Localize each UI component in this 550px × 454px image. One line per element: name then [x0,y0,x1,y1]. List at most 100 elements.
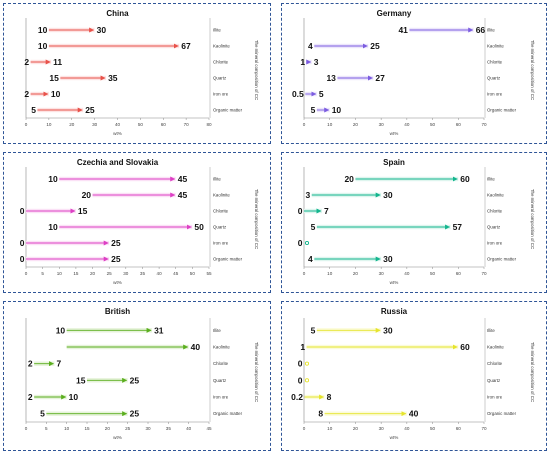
range-max-label: 25 [111,238,121,248]
range-max-label: 25 [130,409,140,419]
range-max-label: 66 [476,25,486,35]
range-max-label: 25 [111,254,121,264]
range-max-label: 57 [453,222,463,232]
range-max-label: 10 [332,105,342,115]
range-max-label: 30 [383,190,393,200]
range-min-label: 5 [311,222,316,232]
range-min-label: 0 [20,238,25,248]
range-min-label: 0.5 [292,89,304,99]
category-label: Chlorite [487,209,503,214]
x-tick-label: 80 [206,122,212,127]
range-min-label: 0.2 [291,392,303,402]
x-tick-label: 70 [481,426,487,431]
x-tick-label: 45 [173,271,179,276]
x-tick-label: 20 [105,426,111,431]
x-tick-label: 30 [92,122,98,127]
x-axis-label: wt% [113,280,122,285]
range-min-label: 0 [20,206,25,216]
x-tick-label: 5 [41,271,44,276]
category-label: Organic matter [487,257,517,262]
range-min-label: 0 [20,254,25,264]
range-max-label: 50 [194,222,204,232]
range-max-label: 25 [85,105,95,115]
category-label: Chlorite [487,361,503,366]
range-max-label: 31 [154,325,164,335]
chart-title: China [106,9,129,18]
x-axis-label: wt% [113,131,122,136]
range-min-label: 0 [298,359,303,369]
panel-british: British 0 5 10 15 20 25 30 35 40 45 wt% Illite Kaolin… [3,301,271,451]
category-label: Quartz [487,378,500,383]
range-min-label: 0 [298,206,303,216]
panel-germany: Germany 0 10 20 30 40 50 60 70 wt% Illite Kaolinite… [281,3,547,144]
category-label: Illite [487,28,495,33]
x-tick-label: 55 [206,271,212,276]
category-label: Iron ore [213,241,229,246]
x-tick-label: 20 [90,271,96,276]
range-min-label: 2 [24,89,29,99]
x-tick-label: 20 [69,122,75,127]
panel-china: China 0 10 20 30 40 50 60 70 80 wt% Illite Kaolinite… [3,3,271,144]
range-min-label: 15 [76,375,86,385]
x-tick-label: 50 [430,271,436,276]
panel-czechia-slovakia: Czechia and Slovakia 0 5 10 15 20 25 30 35 40 45 50… [3,152,271,293]
category-label: Kaolinite [213,345,230,350]
category-label: Kaolinite [213,193,230,198]
category-label: Chlorite [213,60,229,65]
x-tick-label: 10 [327,122,333,127]
range-max-label: 30 [383,325,393,335]
side-axis-label: The mineral composition of CC [254,342,259,402]
x-tick-label: 40 [186,426,192,431]
category-label: Iron ore [487,395,503,400]
range-min-label: 5 [40,409,45,419]
range-max-label: 25 [130,375,140,385]
x-tick-label: 70 [481,271,487,276]
chart-svg: Germany 0 10 20 30 40 50 60 70 wt% Illite Kaolinite… [292,9,535,136]
side-axis-label: The mineral composition of CC [530,40,535,100]
range-max-label: 35 [108,73,118,83]
x-tick-label: 60 [456,426,462,431]
panel-spain: Spain 0 10 20 30 40 50 60 70 wt% Illite Kaolinite Ch… [281,152,547,293]
x-tick-label: 15 [73,271,79,276]
chart-title: Spain [383,158,405,167]
x-axis-label: wt% [390,280,399,285]
x-tick-label: 40 [404,426,410,431]
category-label: Iron ore [213,395,229,400]
category-label: Illite [487,328,495,333]
x-tick-label: 50 [138,122,144,127]
category-label: Illite [213,177,221,182]
chart-svg: China 0 10 20 30 40 50 60 70 80 wt% Illite Kaolinite… [24,9,259,136]
x-tick-label: 10 [57,271,63,276]
range-min-label: 10 [38,25,48,35]
x-tick-label: 5 [45,426,48,431]
x-tick-label: 30 [145,426,151,431]
range-min-label: 8 [318,409,323,419]
x-axis-label: wt% [390,435,399,440]
range-max-label: 7 [56,359,61,369]
x-tick-label: 30 [379,426,385,431]
category-label: Chlorite [213,209,229,214]
range-min-label: 3 [305,190,310,200]
x-tick-label: 50 [430,426,436,431]
range-min-label: 10 [56,325,66,335]
range-max-label: 25 [370,41,380,51]
range-min-label: 41 [398,25,408,35]
category-label: Organic matter [487,411,517,416]
range-min-label: 5 [31,105,36,115]
range-max-label: 5 [319,89,324,99]
range-min-label: 20 [344,174,354,184]
x-tick-label: 0 [25,271,28,276]
category-label: Kaolinite [487,44,504,49]
range-max-label: 45 [178,190,188,200]
x-tick-label: 0 [303,426,306,431]
zero-range-marker [304,361,310,366]
range-max-label: 30 [383,254,393,264]
range-min-label: 20 [82,190,92,200]
x-tick-label: 40 [404,271,410,276]
side-axis-label: The mineral composition of CC [530,189,535,249]
range-max-label: 15 [78,206,88,216]
range-max-label: 40 [409,409,419,419]
x-tick-label: 30 [379,122,385,127]
x-tick-label: 45 [206,426,212,431]
